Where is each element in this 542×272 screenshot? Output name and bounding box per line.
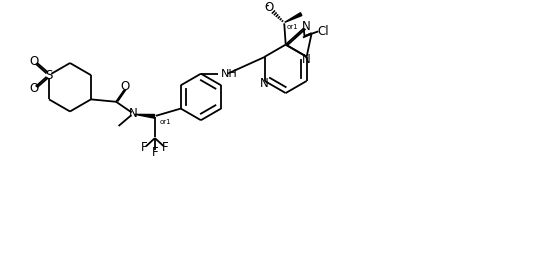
- Text: O: O: [264, 1, 274, 14]
- Text: N: N: [302, 53, 311, 66]
- Text: F: F: [141, 141, 147, 154]
- Text: F: F: [152, 146, 158, 159]
- Polygon shape: [135, 114, 154, 118]
- Text: or1: or1: [287, 24, 298, 30]
- Text: O: O: [120, 80, 130, 93]
- Text: F: F: [162, 141, 169, 154]
- Text: or1: or1: [159, 119, 171, 125]
- Text: O: O: [29, 55, 38, 68]
- Text: N: N: [129, 107, 138, 120]
- Text: N: N: [302, 20, 311, 33]
- Text: Cl: Cl: [318, 25, 329, 38]
- Text: O: O: [29, 82, 38, 95]
- Text: S: S: [46, 69, 53, 82]
- Text: NH: NH: [221, 69, 237, 79]
- Text: N: N: [260, 77, 269, 90]
- Polygon shape: [285, 13, 302, 22]
